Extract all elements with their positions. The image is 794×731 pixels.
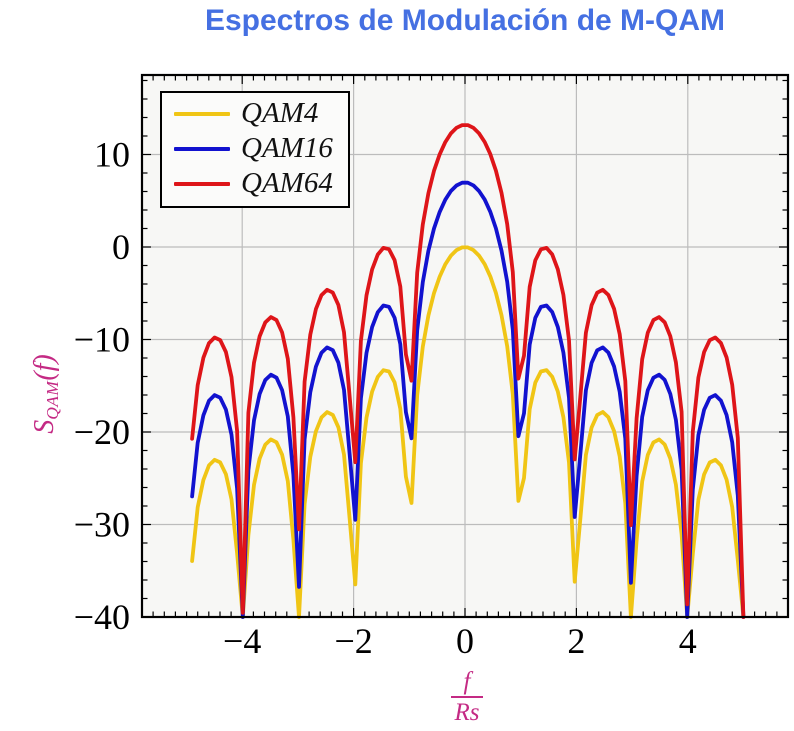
- y-axis-label: SQAM(f): [23, 279, 67, 509]
- legend-label: QAM64: [241, 167, 333, 199]
- legend-box: QAM4 QAM16 QAM64: [160, 91, 350, 208]
- y-tick-label: 0: [112, 227, 130, 267]
- series-line-qam4: [190, 245, 746, 619]
- legend-line-sample: [174, 111, 230, 116]
- x-tick-label: −2: [334, 621, 372, 661]
- legend-line-sample: [174, 181, 230, 186]
- y-tick-label: −10: [74, 320, 130, 360]
- x-tick-label: 0: [456, 621, 474, 661]
- legend-line-sample: [174, 146, 230, 151]
- legend-item: QAM64: [162, 166, 348, 201]
- x-axis-label-denominator: Rs: [454, 699, 480, 726]
- y-tick-label: −20: [74, 412, 130, 452]
- y-tick-label: 10: [94, 135, 130, 175]
- y-axis-label-suffix: (f): [29, 354, 60, 381]
- x-axis-label: f Rs: [427, 668, 507, 726]
- series-line-qam64: [190, 123, 746, 619]
- chart-title: Espectros de Modulación de M-QAM: [204, 4, 726, 37]
- y-tick-label: −30: [74, 505, 130, 545]
- axes-frame: [140, 73, 790, 619]
- x-axis-label-numerator: f: [450, 668, 484, 698]
- legend-item: QAM16: [162, 131, 348, 166]
- legend-item: QAM4: [162, 96, 348, 131]
- x-tick-label: −4: [223, 621, 261, 661]
- y-axis-label-symbol: S: [29, 419, 60, 434]
- x-tick-label: 4: [679, 621, 697, 661]
- legend-label: QAM4: [241, 97, 319, 129]
- y-tick-label: −40: [74, 597, 130, 637]
- y-axis-label-subscript: QAM: [42, 380, 62, 420]
- legend-label: QAM16: [241, 132, 333, 164]
- series-line-qam16: [190, 180, 746, 619]
- x-tick-label: 2: [567, 621, 585, 661]
